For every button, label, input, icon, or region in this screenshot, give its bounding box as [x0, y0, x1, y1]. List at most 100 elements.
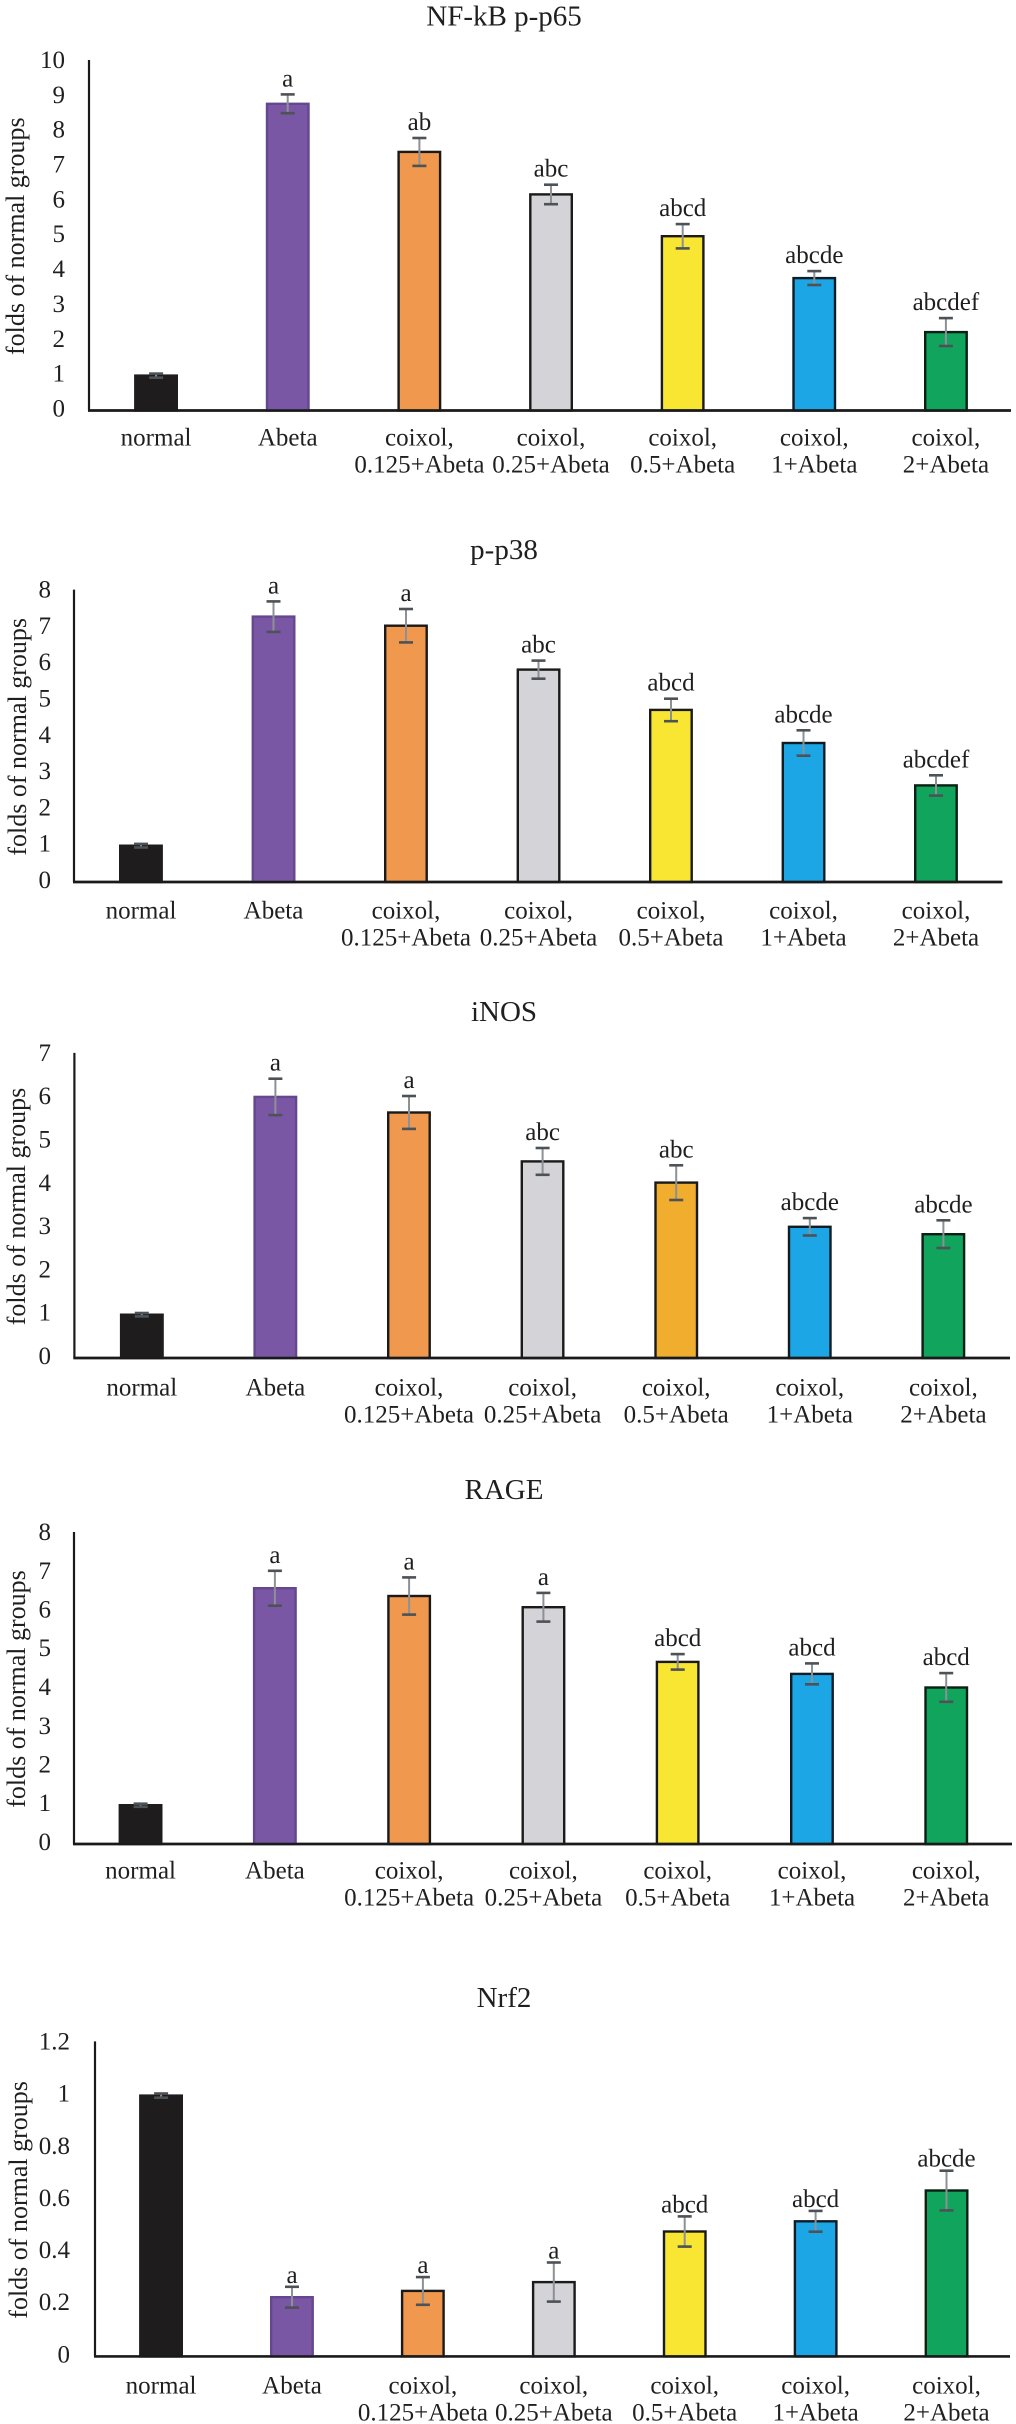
svg-text:6: 6	[39, 649, 52, 676]
svg-text:abcd: abcd	[788, 1634, 836, 1661]
svg-text:coixol,: coixol,	[780, 425, 849, 452]
svg-text:abcd: abcd	[792, 2186, 840, 2213]
svg-text:1: 1	[39, 1300, 52, 1327]
svg-text:abc: abc	[659, 1136, 694, 1163]
svg-text:7: 7	[53, 152, 66, 179]
svg-text:0.25+Abeta: 0.25+Abeta	[480, 925, 598, 952]
svg-text:1+Abeta: 1+Abeta	[771, 452, 857, 479]
svg-text:coixol,: coixol,	[504, 898, 573, 925]
svg-text:normal: normal	[121, 425, 192, 452]
svg-text:Abeta: Abeta	[262, 2373, 322, 2400]
svg-text:coixol,: coixol,	[385, 425, 454, 452]
svg-text:7: 7	[39, 613, 52, 640]
svg-text:a: a	[400, 580, 411, 607]
svg-text:coixol,: coixol,	[375, 1375, 444, 1402]
svg-text:0.125+Abeta: 0.125+Abeta	[344, 1402, 474, 1429]
svg-text:abcde: abcde	[781, 1189, 839, 1216]
svg-text:coixol,: coixol,	[637, 898, 706, 925]
svg-text:coixol,: coixol,	[778, 1858, 847, 1885]
svg-text:coixol,: coixol,	[912, 2373, 981, 2400]
svg-text:0.125+Abeta: 0.125+Abeta	[344, 1885, 474, 1912]
svg-text:abc: abc	[525, 1119, 560, 1146]
svg-text:RAGE: RAGE	[465, 1474, 544, 1506]
svg-text:5: 5	[39, 1127, 52, 1154]
svg-text:4: 4	[53, 256, 66, 283]
svg-text:9: 9	[53, 82, 66, 109]
svg-text:0.2: 0.2	[39, 2289, 70, 2316]
svg-text:0.125+Abeta: 0.125+Abeta	[341, 925, 471, 952]
svg-text:ab: ab	[408, 109, 432, 136]
svg-text:abcd: abcd	[923, 1644, 971, 1671]
svg-text:6: 6	[39, 1083, 52, 1110]
svg-text:coixol,: coixol,	[372, 898, 441, 925]
svg-text:normal: normal	[126, 2373, 197, 2400]
svg-text:3: 3	[39, 1213, 52, 1240]
svg-text:5: 5	[39, 1635, 52, 1662]
svg-text:1: 1	[58, 2081, 71, 2108]
svg-text:abcd: abcd	[659, 195, 707, 222]
svg-text:coixol,: coixol,	[519, 2373, 588, 2400]
svg-text:2+Abeta: 2+Abeta	[903, 452, 989, 479]
svg-text:10: 10	[40, 47, 65, 74]
svg-text:0: 0	[58, 2341, 71, 2368]
svg-text:a: a	[548, 2238, 559, 2265]
svg-text:0.25+Abeta: 0.25+Abeta	[492, 452, 610, 479]
svg-text:2: 2	[39, 1752, 52, 1779]
svg-text:2: 2	[39, 794, 52, 821]
svg-text:4: 4	[39, 1674, 52, 1701]
svg-text:1+Abeta: 1+Abeta	[760, 925, 846, 952]
svg-text:a: a	[270, 1050, 281, 1077]
svg-text:8: 8	[39, 577, 52, 604]
svg-text:3: 3	[53, 291, 66, 318]
svg-text:0: 0	[53, 396, 66, 423]
svg-text:coixol,: coixol,	[769, 898, 838, 925]
svg-text:coixol,: coixol,	[912, 1858, 981, 1885]
svg-text:folds of normal groups: folds of normal groups	[4, 2081, 33, 2319]
svg-text:a: a	[403, 1067, 414, 1094]
svg-text:1: 1	[39, 1790, 52, 1817]
svg-text:coixol,: coixol,	[650, 2373, 719, 2400]
svg-text:Abeta: Abeta	[258, 425, 318, 452]
svg-text:a: a	[404, 1548, 415, 1575]
svg-text:NF-kB p-p65: NF-kB p-p65	[426, 1, 581, 33]
svg-text:a: a	[538, 1564, 549, 1591]
svg-text:2+Abeta: 2+Abeta	[900, 1402, 986, 1429]
svg-text:2: 2	[53, 326, 66, 353]
svg-text:abcde: abcde	[917, 2146, 975, 2173]
svg-text:abcd: abcd	[654, 1625, 702, 1652]
svg-text:1+Abeta: 1+Abeta	[772, 2400, 858, 2424]
svg-text:normal: normal	[105, 1858, 176, 1885]
svg-text:abcd: abcd	[647, 670, 695, 697]
svg-text:2+Abeta: 2+Abeta	[903, 1885, 989, 1912]
svg-text:0.4: 0.4	[39, 2237, 71, 2264]
svg-text:folds of normal groups: folds of normal groups	[3, 618, 32, 856]
svg-text:0.6: 0.6	[39, 2185, 70, 2212]
svg-text:coixol,: coixol,	[642, 1375, 711, 1402]
svg-text:coixol,: coixol,	[781, 2373, 850, 2400]
svg-text:normal: normal	[106, 898, 177, 925]
svg-text:1+Abeta: 1+Abeta	[767, 1402, 853, 1429]
svg-text:abcdef: abcdef	[903, 746, 970, 773]
svg-text:normal: normal	[106, 1375, 177, 1402]
svg-text:0.25+Abeta: 0.25+Abeta	[495, 2400, 613, 2424]
svg-text:3: 3	[39, 1713, 52, 1740]
svg-text:abcdef: abcdef	[913, 289, 980, 316]
svg-text:folds of normal groups: folds of normal groups	[2, 1088, 31, 1326]
svg-text:0.25+Abeta: 0.25+Abeta	[485, 1885, 603, 1912]
svg-text:1.2: 1.2	[39, 2028, 70, 2055]
svg-text:0: 0	[39, 1343, 52, 1370]
svg-text:0.125+Abeta: 0.125+Abeta	[354, 452, 484, 479]
svg-text:a: a	[282, 65, 293, 92]
svg-text:coixol,: coixol,	[375, 1858, 444, 1885]
svg-text:coixol,: coixol,	[909, 1375, 978, 1402]
svg-text:coixol,: coixol,	[648, 425, 717, 452]
svg-text:folds of normal groups: folds of normal groups	[1, 117, 30, 355]
svg-text:abcd: abcd	[661, 2191, 709, 2218]
svg-text:a: a	[417, 2252, 428, 2279]
svg-text:3: 3	[39, 758, 52, 785]
svg-text:0.25+Abeta: 0.25+Abeta	[484, 1402, 602, 1429]
svg-text:coixol,: coixol,	[508, 1375, 577, 1402]
svg-text:0.8: 0.8	[39, 2133, 70, 2160]
svg-text:5: 5	[53, 221, 66, 248]
svg-text:coixol,: coixol,	[389, 2373, 458, 2400]
